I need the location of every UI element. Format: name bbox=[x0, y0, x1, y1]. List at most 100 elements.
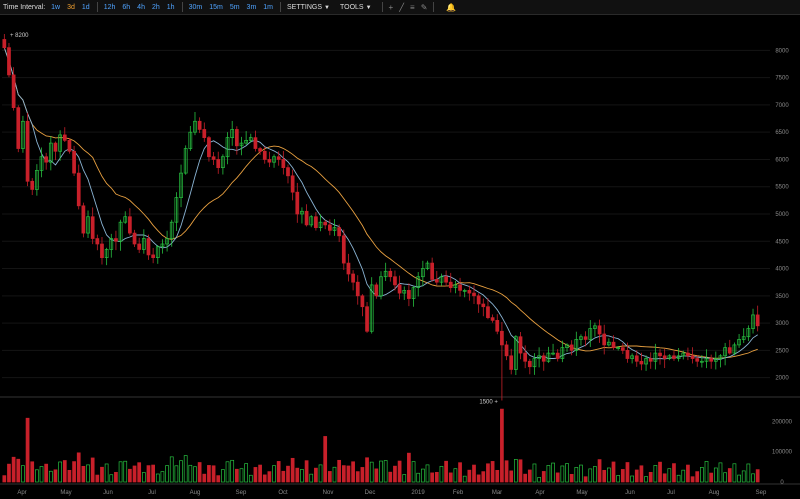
volume-bar bbox=[67, 469, 72, 483]
line-icon[interactable]: ╱ bbox=[399, 2, 405, 12]
price-chart[interactable]: 2000 2500 3000 3500 4000 4500 5000 5500 6000 6500… bbox=[0, 14, 800, 499]
lines-icon[interactable]: ≡ bbox=[410, 2, 415, 12]
candle-body bbox=[225, 137, 230, 158]
time-tick-label: Nov bbox=[323, 490, 334, 496]
price-tick-label: 3500 bbox=[775, 294, 789, 300]
interval-15m[interactable]: 15m bbox=[209, 3, 223, 11]
candle-body bbox=[188, 131, 193, 149]
volume-bar bbox=[490, 461, 495, 483]
volume-bar bbox=[258, 464, 262, 483]
volume-bar bbox=[295, 467, 300, 483]
volume-bar bbox=[588, 468, 593, 483]
interval-6h[interactable]: 6h bbox=[122, 3, 131, 11]
price-tick-label: 4500 bbox=[775, 239, 789, 245]
volume-bar bbox=[179, 460, 183, 483]
volume-bar bbox=[207, 465, 211, 483]
candle-body bbox=[62, 134, 67, 141]
volume-bar bbox=[662, 473, 667, 483]
interval-4h[interactable]: 4h bbox=[137, 3, 145, 11]
interval-3m[interactable]: 3m bbox=[246, 3, 257, 11]
candle-body bbox=[686, 352, 690, 357]
interval-2h[interactable]: 2h bbox=[151, 3, 160, 11]
interval-1m[interactable]: 1m bbox=[263, 3, 274, 11]
candle-body bbox=[444, 276, 448, 283]
interval-30m[interactable]: 30m bbox=[188, 3, 203, 11]
candle-body bbox=[104, 249, 109, 258]
volume-tick-label: 200000 bbox=[772, 419, 793, 425]
volume-bar bbox=[118, 461, 123, 483]
volume-bar bbox=[407, 452, 411, 483]
interval-1d[interactable]: 1d bbox=[81, 3, 90, 11]
interval-5m[interactable]: 5m bbox=[229, 3, 240, 11]
candle-body bbox=[81, 205, 86, 234]
candle-body bbox=[718, 355, 723, 359]
volume-bar bbox=[244, 463, 249, 483]
candle-body bbox=[625, 350, 630, 359]
volume-bar bbox=[411, 461, 416, 483]
volume-bar bbox=[58, 461, 62, 483]
candle-body bbox=[351, 273, 355, 283]
candle-body bbox=[616, 347, 621, 349]
volume-bar bbox=[11, 456, 16, 483]
time-tick-label: May bbox=[576, 490, 587, 496]
interval-3d[interactable]: 3d bbox=[67, 3, 75, 11]
volume-bar bbox=[165, 465, 169, 483]
candle-body bbox=[462, 290, 467, 292]
candle-body bbox=[458, 284, 462, 291]
time-tick-label: Jul bbox=[148, 490, 156, 496]
price-tick-label: 8000 bbox=[775, 48, 789, 54]
volume-bar bbox=[137, 462, 142, 483]
candle-body bbox=[439, 276, 444, 283]
candle-body bbox=[676, 355, 681, 359]
interval-12h[interactable]: 12h bbox=[103, 3, 116, 11]
draw-icon[interactable]: ✎ bbox=[420, 2, 428, 12]
candle-body bbox=[662, 355, 667, 359]
volume-bar bbox=[690, 476, 695, 483]
time-tick-label: 2019 bbox=[411, 490, 425, 496]
interval-1h[interactable]: 1h bbox=[166, 3, 175, 11]
volume-bar bbox=[723, 472, 727, 483]
volume-bar bbox=[35, 469, 39, 483]
candle-body bbox=[453, 284, 458, 288]
price-tick-label: 5000 bbox=[775, 212, 789, 218]
interval-1w[interactable]: 1w bbox=[51, 3, 61, 11]
settings-menu[interactable]: SETTINGS ▼ bbox=[287, 4, 330, 11]
volume-bar bbox=[597, 459, 602, 483]
candle-body bbox=[128, 216, 132, 234]
crosshair-icon[interactable]: + bbox=[388, 2, 394, 12]
candle-body bbox=[588, 328, 593, 340]
bell-icon[interactable]: 🔔 bbox=[446, 2, 457, 12]
candle-body bbox=[416, 276, 421, 288]
candle-body bbox=[546, 352, 551, 362]
volume-bar bbox=[16, 458, 21, 483]
volume-bar bbox=[509, 470, 514, 483]
candle-body bbox=[95, 238, 100, 245]
volume-bar bbox=[230, 459, 235, 483]
candle-body bbox=[658, 352, 662, 357]
candle-body bbox=[109, 238, 114, 250]
volume-bar bbox=[239, 468, 244, 483]
volume-bar bbox=[95, 474, 100, 483]
time-tick-label: Apr bbox=[535, 490, 544, 496]
candle-body bbox=[374, 284, 379, 297]
candle-body bbox=[332, 227, 337, 231]
volume-bar bbox=[141, 472, 146, 483]
volume-bar bbox=[555, 472, 560, 483]
volume-bar bbox=[202, 473, 207, 483]
candle-body bbox=[21, 120, 25, 149]
candle-body bbox=[713, 358, 718, 362]
volume-bar bbox=[234, 468, 239, 483]
tools-menu[interactable]: TOOLS ▼ bbox=[340, 4, 372, 11]
candle-body bbox=[481, 303, 486, 308]
volume-bar bbox=[453, 468, 458, 483]
volume-bar bbox=[327, 471, 332, 483]
candlestick-series bbox=[2, 34, 760, 401]
candle-body bbox=[737, 339, 741, 346]
candle-body bbox=[323, 221, 328, 226]
volume-bar bbox=[611, 461, 616, 483]
volume-bar bbox=[620, 469, 625, 483]
candle-body bbox=[383, 270, 388, 278]
volume-bar bbox=[532, 463, 537, 483]
volume-bar bbox=[425, 464, 430, 483]
candle-body bbox=[565, 344, 569, 348]
